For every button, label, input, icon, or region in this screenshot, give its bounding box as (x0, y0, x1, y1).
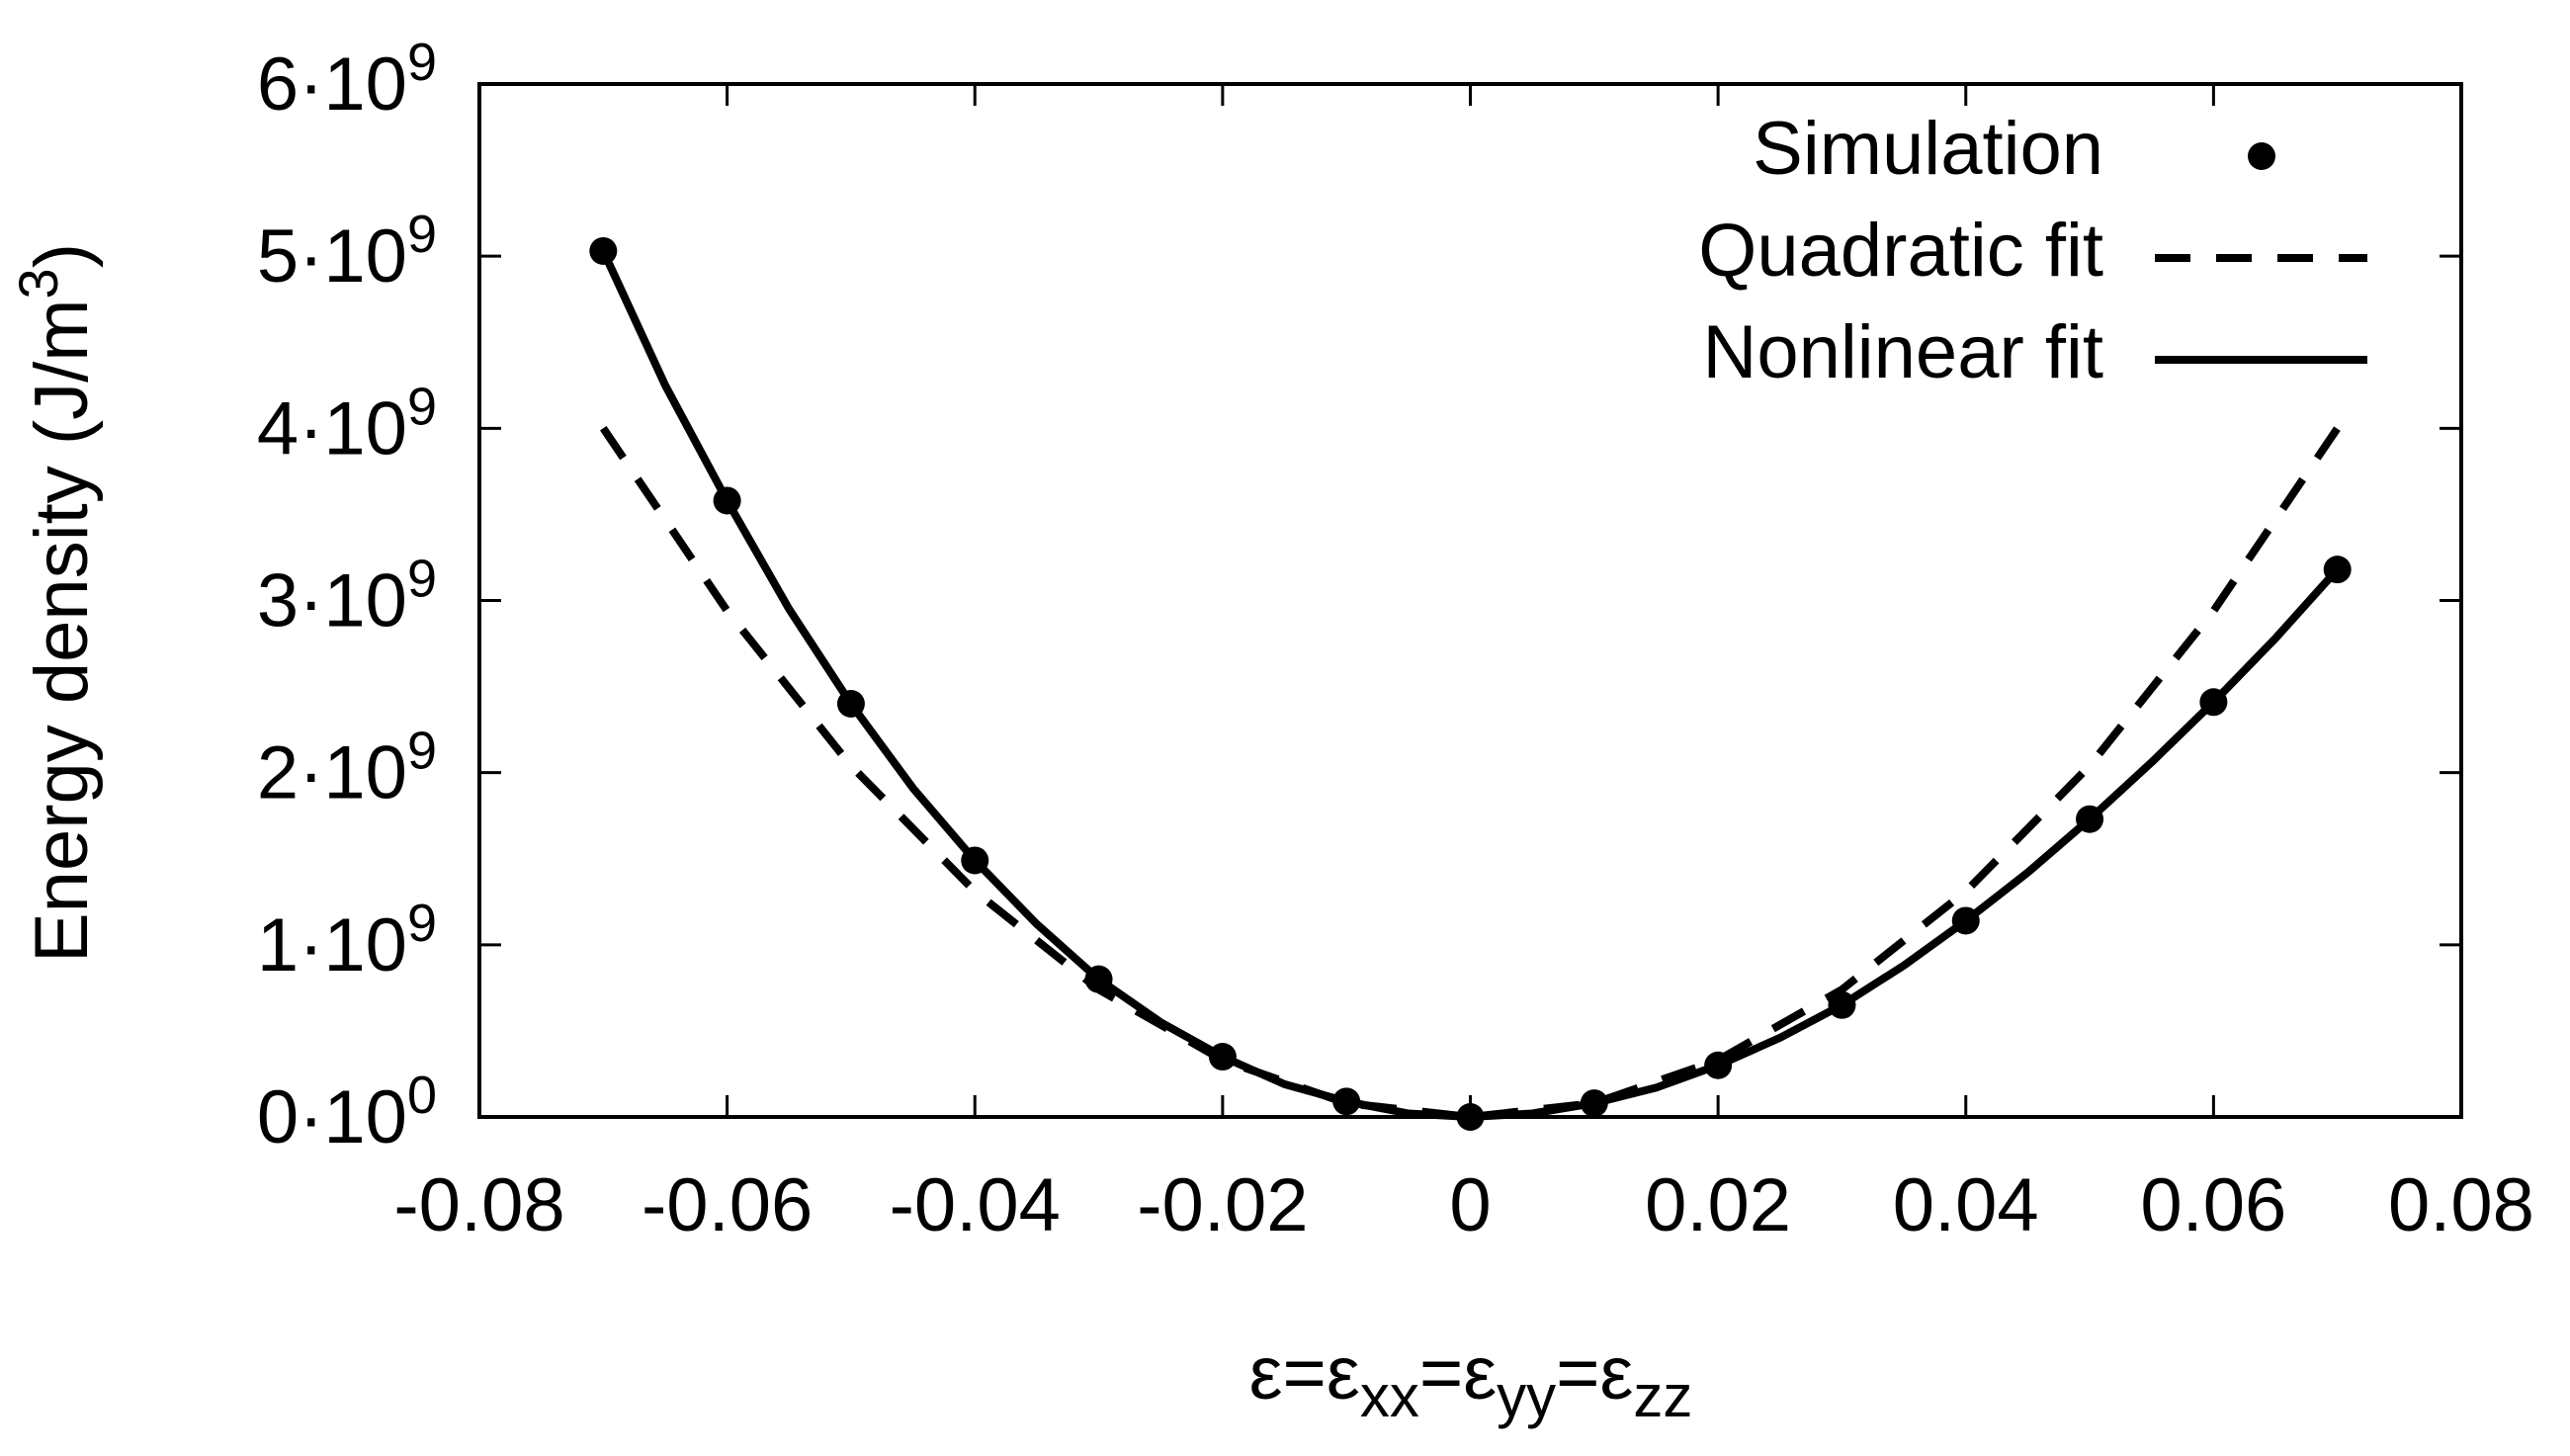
x-tick-label: -0.02 (1137, 1163, 1308, 1247)
x-tick-label: 0.04 (1893, 1163, 2039, 1247)
simulation-point (961, 846, 989, 875)
y-tick-label: 3·109 (257, 550, 437, 643)
x-tick-label: 0 (1449, 1163, 1491, 1247)
simulation-point (2323, 556, 2352, 584)
y-tick-label: 2·109 (257, 722, 437, 815)
legend: Simulation Quadratic fit Nonlinear fit (1698, 107, 2367, 394)
simulation-point (1084, 965, 1113, 993)
x-axis-title: ε=εxx=εyy=εzz (1249, 1331, 1693, 1429)
simulation-point (1208, 1043, 1237, 1071)
legend-label: Nonlinear fit (1702, 310, 2103, 394)
y-tick-label: 4·109 (257, 377, 437, 471)
simulation-point (589, 236, 618, 265)
simulation-point (1704, 1051, 1733, 1079)
y-tick-label: 1·109 (257, 894, 437, 987)
simulation-point (713, 486, 741, 515)
x-tick-label: 0.06 (2140, 1163, 2286, 1247)
legend-point-symbol (2248, 142, 2275, 170)
simulation-point (836, 690, 865, 718)
quadratic-fit-line (599, 426, 2342, 1121)
legend-label: Simulation (1753, 107, 2103, 191)
simulation-point (1580, 1089, 1608, 1118)
y-axis-title: Energy density (J/m3) (7, 243, 104, 963)
plot-frame (477, 82, 2463, 1119)
y-tick-label: 5·109 (257, 205, 437, 299)
axis-labels: ε=εxx=εyy=εzz Energy density (J/m3) (7, 243, 1692, 1429)
simulation-point (2076, 805, 2104, 833)
x-tick-label: -0.04 (890, 1163, 1061, 1247)
simulation-point (1951, 906, 1980, 935)
x-tick-label: -0.06 (642, 1163, 813, 1247)
x-tick-label: 0.02 (1645, 1163, 1791, 1247)
series-simulation-points (589, 236, 2352, 1131)
y-tick-label: 0·100 (257, 1066, 437, 1159)
simulation-point (1456, 1103, 1485, 1131)
y-tick-label: 6·109 (257, 33, 437, 127)
simulation-point (1828, 990, 1856, 1019)
series-layer (589, 236, 2352, 1131)
simulation-point (2199, 688, 2228, 717)
axis-ticks: -0.08 -0.06 -0.04 -0.02 0 0.02 0.04 0.06 0.08 0·1… (257, 33, 2534, 1247)
simulation-point (1332, 1087, 1361, 1116)
x-tick-label: 0.08 (2388, 1163, 2534, 1247)
x-tick-label: -0.08 (393, 1163, 564, 1247)
legend-label: Quadratic fit (1698, 209, 2103, 293)
